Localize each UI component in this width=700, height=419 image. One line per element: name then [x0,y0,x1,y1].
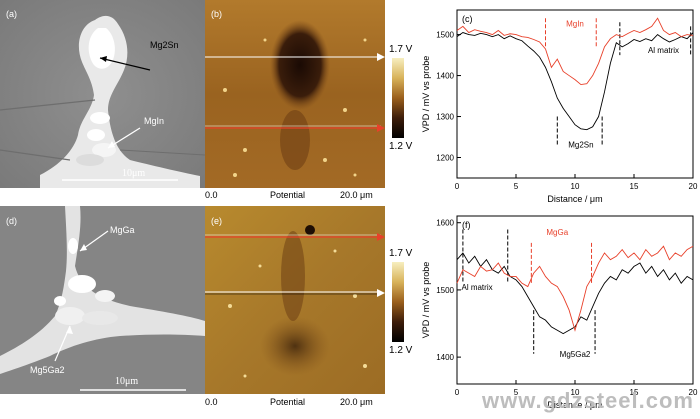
label-mgin: MgIn [144,116,165,126]
panel-label-b: (b) [211,9,222,19]
y-tick-label: 1400 [436,72,454,81]
afm-image-e: (e) [205,206,385,394]
line-chart-c: (c) 0 5 10 15 20 1200 1300 1400 1500 Distance / μm… [421,9,698,204]
annotation-2: Mg5Ga2 [560,350,591,359]
panel-label-a: (a) [6,9,17,19]
x-axis-label: Distance / μm [547,400,602,410]
panel-label-d: (d) [6,216,17,226]
x-tick-label: 10 [571,182,580,191]
sem-micrograph-a [0,0,205,188]
y-axis-label: VPD / mV vs probe [421,56,431,133]
x-tick-label: 15 [630,388,639,397]
x-tick-label: 5 [514,182,519,191]
sem-image-d: (d) MgGa Mg5Ga2 10μm [0,206,205,394]
annotation-0: MgIn [566,19,584,28]
panel-label-e: (e) [211,216,222,226]
x-tick-label: 10 [571,388,580,397]
annotation-2: Mg2Sn [568,140,593,149]
panel-label: (f) [462,220,471,230]
afm-axis-e-start: 0.0 [205,397,218,407]
afm-axis-b-title: Potential [270,190,306,200]
afm-axis-b-start: 0.0 [205,190,218,200]
y-tick-label: 1400 [436,353,454,362]
sem-image-a: (a) Mg2Sn MgIn 10μm [0,0,205,188]
annotation-0: MgGa [546,228,568,237]
colorbar-top-min: 1.2 V [389,141,413,152]
y-tick-label: 1500 [436,286,454,295]
y-tick-label: 1300 [436,113,454,122]
afm-map-e [205,206,385,394]
x-tick-label: 20 [689,388,698,397]
label-mg5ga2: Mg5Ga2 [30,365,65,375]
afm-image-b: (b) [205,0,385,188]
y-tick-label: 1600 [436,219,454,228]
series-line-0 [456,32,694,131]
label-mg2sn: Mg2Sn [150,40,179,50]
watermark: www.gdzsteel.com [481,388,694,413]
x-tick-label: 0 [455,388,460,397]
sem-micrograph-d [0,206,205,394]
colorbar-top [392,58,404,138]
x-tick-label: 5 [514,388,519,397]
y-tick-label: 1200 [436,154,454,163]
scale-bar-label-a: 10μm [122,168,146,179]
colorbar-bottom-max: 1.7 V [389,248,413,259]
label-mgga: MgGa [110,225,135,235]
colorbar-bottom [392,262,404,342]
colorbar-bottom-min: 1.2 V [389,345,413,356]
afm-axis-e-title: Potential [270,397,306,407]
annotation-1: Al matrix [648,46,679,55]
x-axis-label: Distance / μm [547,194,602,204]
x-tick-label: 20 [689,182,698,191]
panel-label: (c) [462,14,473,24]
series-line-1 [456,245,694,332]
series-line-0 [456,252,694,335]
chart-c: (c) 0 5 10 15 20 1200 1300 1400 1500 Distance / μm… [420,0,700,208]
y-tick-label: 1500 [436,31,454,40]
line-chart-f: (f) 0 5 10 15 20 1400 1500 1600 Distance / μm VPD … [421,215,698,410]
afm-axis-e-end: 20.0 μm [340,397,373,407]
x-tick-label: 0 [455,182,460,191]
afm-axis-b-end: 20.0 μm [340,190,373,200]
afm-map-b [205,0,385,188]
chart-f: (f) 0 5 10 15 20 1400 1500 1600 Distance / μm VPD … [420,206,700,414]
y-axis-label: VPD / mV vs probe [421,262,431,339]
annotation-1: Al matrix [461,283,492,292]
colorbar-top-max: 1.7 V [389,44,413,55]
x-tick-label: 15 [630,182,639,191]
series-line-1 [456,17,694,86]
plot-frame [456,9,694,179]
scale-bar-label-d: 10μm [115,376,139,387]
